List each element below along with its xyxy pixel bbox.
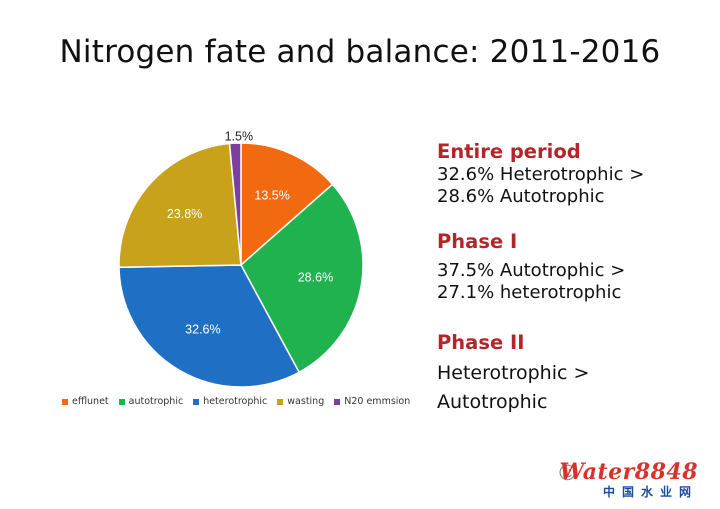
wechat-icon: ☺ xyxy=(558,463,577,484)
legend-swatch xyxy=(118,398,125,405)
entire-period-block: Entire period 32.6% Heterotrophic > 28.6… xyxy=(437,140,644,208)
phase-2-heading: Phase II xyxy=(437,331,525,354)
pie-slice-efflunet xyxy=(240,142,334,267)
phase-2-line-1: Heterotrophic > xyxy=(437,362,590,384)
legend-label: efflunet xyxy=(72,396,109,407)
slide-title: Nitrogen fate and balance: 2011-2016 xyxy=(59,34,661,70)
legend-item-efflunet: efflunet xyxy=(62,396,109,407)
pie-slice-n20-emmsion xyxy=(228,142,242,266)
watermark: ☺ Water8848 中国水业网 xyxy=(558,459,708,499)
legend-label: heterotrophic xyxy=(203,396,268,407)
legend-item-heterotrophic: heterotrophic xyxy=(193,396,267,407)
watermark-brand: Water8848 xyxy=(559,459,698,485)
phase-1-line-2: 27.1% heterotrophic xyxy=(437,282,622,303)
legend-label: wasting xyxy=(287,396,325,407)
pie-label-wasting: 23.8% xyxy=(167,207,202,221)
phase-1-heading: Phase I xyxy=(437,230,518,253)
legend-swatch xyxy=(334,398,341,405)
phase-1-block: Phase I 37.5% Autotrophic > 27.1% hetero… xyxy=(437,230,625,304)
phase-2-line-2: Autotrophic xyxy=(437,391,548,413)
phase-1-line-1: 37.5% Autotrophic > xyxy=(437,260,626,281)
pie-label-heterotrophic: 32.6% xyxy=(185,323,220,337)
entire-period-line-2: 28.6% Autotrophic xyxy=(437,186,605,207)
legend-item-autotrophic: autotrophic xyxy=(118,396,184,407)
legend-label: N20 emmsion xyxy=(344,396,411,407)
pie-slice-heterotrophic xyxy=(118,264,301,388)
phase-2-block: Phase II Heterotrophic > Autotrophic xyxy=(437,331,589,417)
legend-swatch xyxy=(193,398,200,405)
chart-legend: efflunet autotrophic heterotrophic wasting N… xyxy=(62,396,410,407)
entire-period-heading: Entire period xyxy=(437,140,581,163)
pie-slice-wasting xyxy=(118,142,242,269)
legend-item-n20-emmsion: N20 emmsion xyxy=(334,396,410,407)
pie-label-efflunet: 13.5% xyxy=(254,188,289,202)
pie-label-n20-emmsion: 1.5% xyxy=(225,129,254,143)
pie-slice-autotrophic xyxy=(240,183,364,374)
pie-label-autotrophic: 28.6% xyxy=(298,271,333,285)
watermark-subtitle: 中国水业网 xyxy=(602,485,698,499)
legend-swatch xyxy=(62,398,68,405)
legend-label: autotrophic xyxy=(128,396,184,407)
legend-swatch xyxy=(277,398,284,405)
entire-period-line-1: 32.6% Heterotrophic > xyxy=(437,164,645,185)
pie-chart: 13.5% 28.6% 32.6% 23.8% 1.5% xyxy=(118,129,364,388)
legend-item-wasting: wasting xyxy=(277,396,324,407)
